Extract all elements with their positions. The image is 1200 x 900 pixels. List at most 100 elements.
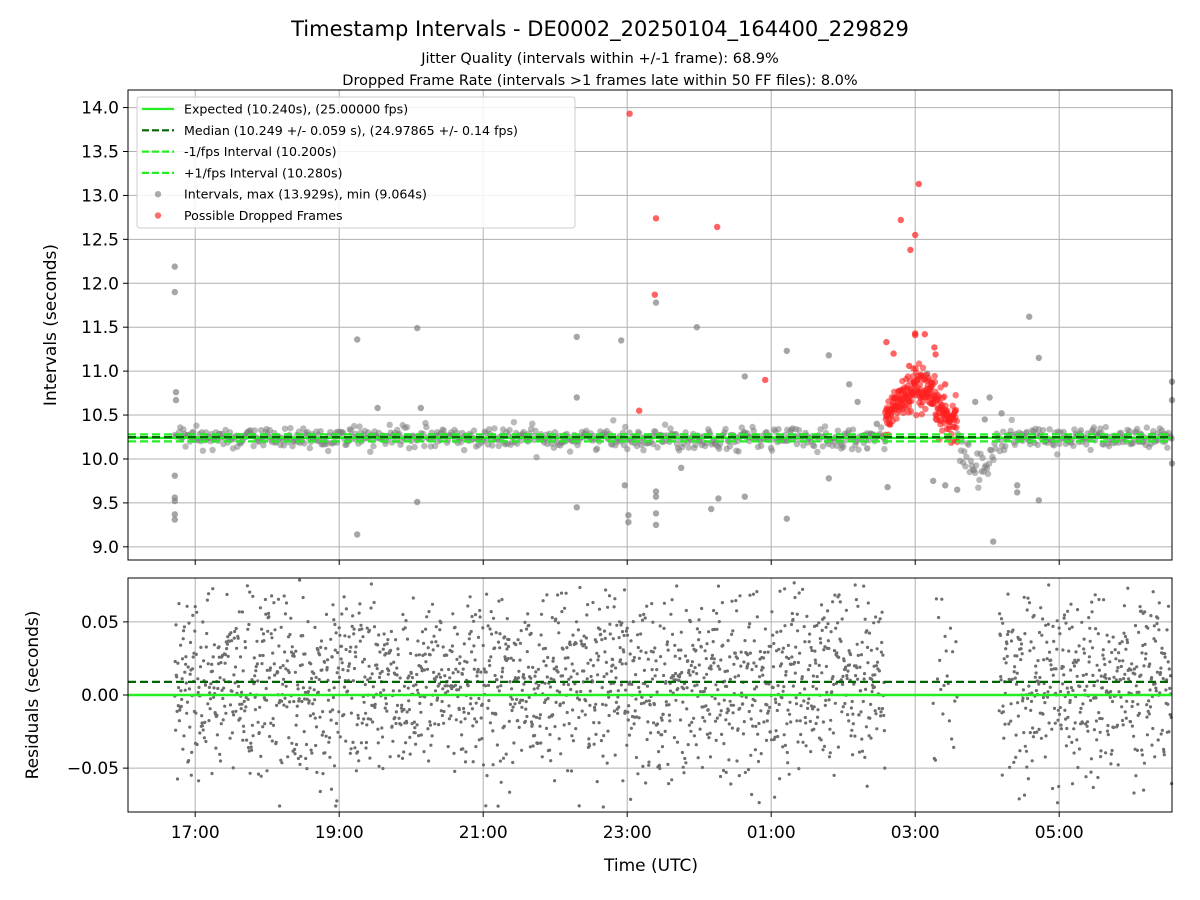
residual-point (595, 780, 599, 784)
residual-point (395, 703, 400, 708)
residual-point (523, 620, 527, 625)
interval-point (485, 426, 493, 433)
residual-point (1026, 696, 1030, 701)
residual-point (496, 685, 500, 689)
residual-point (1059, 689, 1063, 694)
residual-point (685, 686, 689, 690)
residual-point (822, 616, 826, 620)
residual-point (1006, 632, 1010, 637)
residual-point (574, 641, 578, 646)
residual-point (224, 711, 228, 715)
legend-box (136, 96, 576, 229)
residual-point (293, 747, 297, 752)
residual-point (387, 669, 391, 673)
residual-point (267, 676, 271, 680)
residual-point (333, 622, 337, 627)
residual-point (730, 599, 734, 603)
residual-point (879, 710, 883, 714)
interval-point (975, 484, 982, 491)
residual-point (823, 703, 827, 708)
residual-point (232, 636, 236, 640)
residual-point (225, 592, 229, 597)
residual-point (525, 714, 529, 719)
residual-point (222, 686, 226, 690)
residual-point (999, 675, 1003, 679)
residual-point (691, 643, 695, 648)
residual-point (340, 612, 344, 616)
residual-point (446, 689, 450, 693)
residual-point (783, 587, 787, 591)
residual-point (486, 624, 490, 628)
residual-point (282, 703, 286, 707)
residual-point (475, 720, 479, 724)
residual-point (246, 697, 250, 702)
residual-point (1015, 671, 1019, 675)
residual-point (434, 640, 438, 644)
residual-point (1012, 670, 1016, 674)
residual-point (276, 670, 280, 674)
residual-point (1165, 678, 1169, 682)
residual-point (808, 663, 812, 668)
interval-point (354, 336, 361, 343)
residual-point (592, 705, 597, 710)
residual-point (851, 722, 855, 726)
residual-point (945, 674, 949, 678)
residual-point (1065, 726, 1069, 731)
residual-point (301, 595, 305, 600)
residual-point (231, 766, 235, 770)
x-tick-label: 01:00 (747, 823, 796, 843)
residual-point (880, 610, 884, 614)
dropped-frame-point (626, 110, 633, 117)
residual-point (500, 670, 504, 674)
residual-point (187, 621, 191, 625)
residual-point (1132, 791, 1136, 795)
residual-point (281, 677, 286, 681)
residual-point (463, 760, 468, 764)
residual-point (689, 663, 693, 668)
residual-point (412, 720, 416, 724)
residual-point (1145, 733, 1149, 737)
residual-point (1056, 708, 1060, 712)
intervals-reference-lines (128, 433, 1172, 443)
interval-point (965, 441, 972, 448)
residual-point (1097, 711, 1101, 715)
residual-point (185, 700, 190, 704)
residual-point (853, 583, 857, 587)
residual-point (953, 699, 957, 703)
residual-point (1070, 740, 1074, 745)
residual-point (245, 738, 249, 742)
residual-point (1110, 650, 1114, 655)
residual-point (234, 626, 238, 631)
residual-point (737, 774, 741, 778)
residual-point (316, 690, 320, 694)
residual-point (679, 648, 683, 652)
residual-point (1102, 657, 1106, 661)
residual-point (1084, 722, 1088, 726)
interval-point (491, 425, 498, 432)
residual-point (255, 639, 259, 643)
residual-point (342, 713, 346, 717)
interval-point (854, 398, 861, 406)
residual-point (258, 705, 262, 709)
residual-point (714, 738, 718, 743)
residual-point (1006, 592, 1010, 596)
interval-point (171, 472, 178, 479)
residual-point (1095, 738, 1099, 742)
residual-point (1134, 684, 1138, 688)
residual-point (941, 712, 945, 716)
residual-point (288, 700, 292, 704)
residual-point (872, 685, 877, 689)
residual-point (621, 779, 625, 783)
residual-point (486, 706, 490, 710)
residual-point (341, 668, 345, 672)
residual-point (503, 655, 507, 659)
residual-point (670, 598, 674, 602)
residual-point (614, 666, 618, 670)
residual-point (328, 755, 332, 759)
residual-point (528, 745, 533, 749)
residual-point (520, 748, 524, 752)
interval-point (692, 441, 699, 449)
residual-point (1001, 710, 1006, 714)
residual-point (825, 690, 829, 694)
residual-point (258, 653, 262, 658)
